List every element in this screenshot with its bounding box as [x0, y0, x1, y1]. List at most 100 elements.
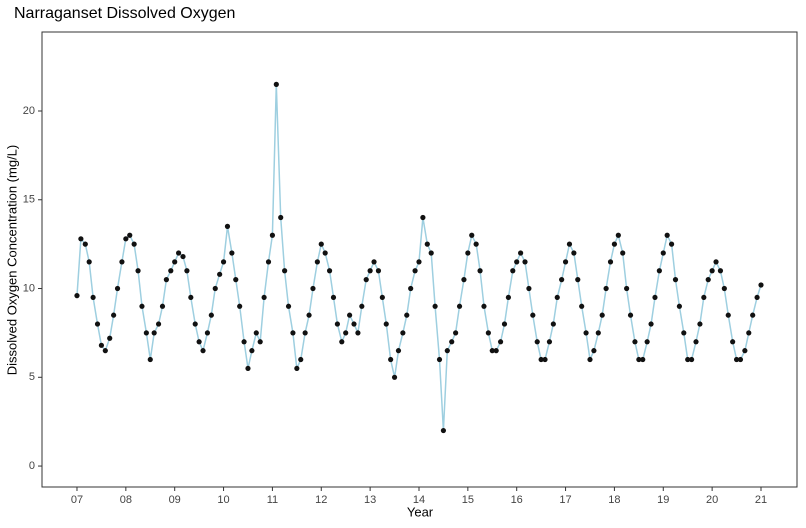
data-point — [453, 330, 459, 336]
x-tick-label: 12 — [315, 494, 327, 506]
data-point — [375, 268, 382, 274]
y-tick-label: 0 — [29, 460, 35, 472]
data-point — [611, 241, 618, 247]
data-point — [404, 312, 410, 318]
data-point — [241, 339, 247, 345]
data-point — [701, 294, 707, 301]
data-point — [416, 259, 422, 265]
data-point — [668, 241, 675, 247]
y-tick-label: 15 — [23, 194, 35, 206]
data-point — [579, 303, 585, 309]
data-point — [750, 312, 756, 318]
data-point — [575, 277, 581, 283]
data-point — [599, 312, 605, 318]
data-point — [184, 268, 190, 274]
data-point — [192, 321, 198, 327]
data-point — [306, 312, 312, 318]
y-axis-title: Dissolved Oxygen Concentration (mg/L) — [4, 145, 19, 376]
data-point — [534, 339, 540, 345]
data-point — [717, 268, 724, 274]
data-point — [436, 356, 443, 363]
data-point — [412, 268, 418, 274]
data-point — [562, 259, 569, 265]
data-point — [98, 342, 105, 348]
data-point — [672, 277, 679, 283]
data-point — [583, 330, 589, 336]
data-point — [473, 241, 479, 247]
data-point — [298, 356, 304, 363]
data-point — [379, 294, 385, 301]
data-point — [261, 294, 267, 301]
data-point — [90, 294, 96, 301]
data-point — [420, 214, 426, 221]
x-tick-label: 16 — [511, 494, 523, 506]
data-point — [163, 277, 169, 283]
data-point — [343, 330, 349, 336]
data-point — [627, 312, 634, 318]
data-point — [652, 294, 658, 301]
data-point — [624, 285, 630, 292]
chart-title: Narraganset Dissolved Oxygen — [14, 5, 235, 22]
data-point — [477, 268, 483, 274]
data-point — [395, 348, 402, 354]
data-point — [514, 259, 520, 265]
data-point — [620, 250, 626, 256]
data-point — [571, 250, 577, 256]
x-tick-label: 08 — [120, 494, 132, 506]
data-point — [424, 241, 430, 247]
data-point — [94, 321, 101, 327]
data-point — [640, 356, 646, 363]
data-point — [188, 294, 194, 301]
data-point — [318, 241, 324, 247]
data-point — [388, 356, 394, 363]
data-point — [102, 348, 108, 354]
data-point — [135, 268, 141, 274]
data-point — [285, 303, 292, 309]
data-point — [204, 330, 211, 336]
x-tick-label: 13 — [364, 494, 376, 506]
x-tick-label: 11 — [267, 494, 278, 506]
data-point — [359, 303, 365, 309]
data-point — [510, 268, 516, 274]
data-point — [147, 356, 153, 363]
data-point — [566, 241, 573, 247]
data-point — [607, 259, 614, 265]
data-point — [705, 277, 711, 283]
data-point — [428, 250, 434, 256]
data-point — [334, 321, 340, 327]
data-point — [212, 285, 218, 292]
data-point — [290, 330, 296, 336]
data-point — [485, 330, 491, 336]
data-point — [371, 259, 377, 265]
data-point — [489, 348, 495, 354]
data-point — [554, 294, 560, 301]
data-point — [730, 339, 736, 345]
data-point — [245, 365, 251, 372]
data-point — [237, 303, 243, 309]
data-point — [656, 268, 662, 274]
data-point — [326, 268, 333, 274]
data-point — [501, 321, 508, 327]
data-point — [522, 259, 528, 265]
data-point — [82, 241, 88, 247]
data-point — [725, 312, 731, 318]
data-point — [180, 253, 186, 260]
data-point — [746, 330, 752, 336]
data-point — [233, 277, 239, 283]
data-point — [107, 335, 113, 341]
data-point — [119, 259, 125, 265]
x-tick-label: 09 — [169, 494, 181, 506]
data-point — [530, 312, 536, 318]
data-point — [347, 312, 353, 318]
data-point — [603, 285, 609, 292]
data-point — [526, 285, 532, 292]
data-point — [208, 312, 214, 318]
data-point — [595, 330, 601, 336]
data-point — [253, 330, 259, 336]
data-point — [78, 236, 84, 242]
data-point — [632, 339, 638, 345]
x-tick-label: 17 — [559, 494, 571, 506]
data-point — [493, 348, 499, 354]
data-point — [111, 312, 117, 318]
x-tick-label: 15 — [462, 494, 474, 506]
